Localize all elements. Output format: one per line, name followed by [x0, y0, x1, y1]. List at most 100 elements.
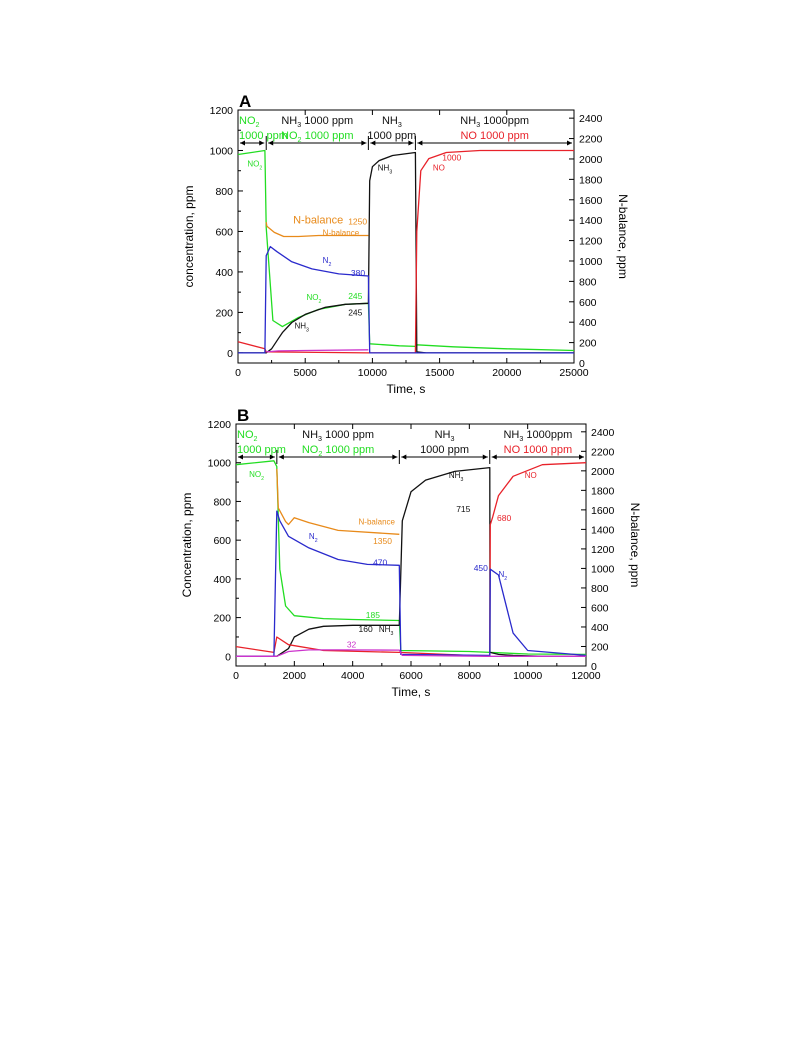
phase-arrowhead-left: [401, 454, 407, 460]
annotation-nh: NH3: [449, 471, 464, 483]
series-line-n-balance: [265, 222, 369, 238]
phase-arrowhead-left: [417, 140, 423, 146]
annotation-380-main: 380: [351, 268, 365, 278]
annotation-nh-sub: 3: [306, 328, 309, 334]
y2-tick-label-main: 2400: [591, 427, 615, 439]
phase-label-line2-main: 1000 ppm: [420, 444, 469, 456]
annotation-no-main: NO: [247, 160, 259, 169]
y2-tick-label: 1000: [579, 256, 603, 268]
annotation-n: N2: [309, 532, 318, 544]
annotation-245: 245: [348, 291, 362, 301]
phase-label-line1-sub: 3: [318, 435, 322, 443]
annotation-no: NO: [433, 164, 445, 173]
y-tick-label-main: 800: [215, 186, 233, 198]
y2-tick-label-main: 200: [579, 338, 597, 350]
y-tick-label: 0: [227, 348, 233, 360]
y2-tick-label: 2400: [579, 113, 603, 125]
annotation-no-main: NO: [307, 293, 319, 302]
y2-tick-label: 800: [579, 276, 597, 288]
y-axis-label: concentration, ppm: [182, 185, 196, 287]
annotation-1000: 1000: [442, 153, 461, 163]
series-line-no2: [235, 460, 587, 656]
annotation-no-sub: 2: [261, 476, 264, 482]
y2-tick-label: 1600: [591, 505, 615, 517]
y2-tick-label-main: 1400: [591, 524, 615, 536]
annotation-nh-sub: 3: [390, 631, 393, 637]
x-tick-label: 0: [235, 367, 241, 379]
phase-label-line1: NH3: [435, 429, 455, 443]
y2-tick-label-main: 2000: [591, 466, 615, 478]
annotation-32: 32: [347, 640, 357, 650]
x-tick-label: 0: [233, 670, 239, 682]
y-axis-label-main: concentration, ppm: [182, 185, 196, 287]
phase-label-line1-main: NH: [460, 115, 476, 127]
x-tick-label-main: 12000: [571, 670, 600, 682]
annotation-160-main: 160: [359, 624, 373, 634]
y2-tick-label: 1800: [591, 485, 615, 497]
y2-tick-label: 800: [591, 583, 609, 595]
y2-tick-label: 2000: [591, 466, 615, 478]
phase-arrowhead-right: [408, 140, 414, 146]
annotation-245-main: 245: [348, 291, 362, 301]
phase-label-line2-sub: 2: [318, 450, 322, 458]
phase-label-line2-main: NO 1000 ppm: [460, 130, 528, 142]
annotation-n-main: N: [499, 570, 505, 579]
annotation-450: 450: [474, 563, 488, 573]
phase-label-line1-main: NH: [435, 429, 451, 441]
annotation-nh: NH3: [294, 322, 309, 334]
phase-arrowhead-right: [392, 454, 398, 460]
annotation-1250: 1250: [348, 216, 367, 226]
y2-tick-label: 200: [579, 338, 597, 350]
y2-tick-label: 1000: [591, 563, 615, 575]
phase-label-line1-main: NH: [281, 115, 297, 127]
phase-label-line1: NH3: [382, 115, 402, 129]
phase-arrowhead-right: [361, 140, 367, 146]
annotation-32-main: 32: [347, 640, 357, 650]
y2-tick-label-main: 800: [591, 583, 609, 595]
annotation-nh-sub: 3: [460, 477, 463, 483]
series-line-n-balance: [276, 468, 400, 535]
y2-axis-label-main: N-balance, ppm: [616, 194, 630, 279]
y2-tick-label: 1400: [591, 524, 615, 536]
phase-label-line1-main: NO: [239, 115, 256, 127]
annotation-160: 160: [359, 624, 373, 634]
panel-a: 0 5000 10000 15000 20000 25000020040060080010…: [182, 92, 630, 396]
y-tick-label-main: 1000: [210, 145, 234, 157]
y2-tick-label: 2000: [579, 154, 603, 166]
x-axis-label-main: Time, s: [392, 685, 431, 699]
y2-tick-label-main: 2200: [591, 446, 615, 458]
phase-arrowhead-right: [579, 454, 584, 460]
y2-tick-label-main: 1800: [591, 485, 615, 497]
phase-label-line1-sub: 3: [476, 121, 480, 129]
panel-b: 0 2000 4000 6000 8000 10000 120000200400600800…: [180, 406, 642, 699]
phase-label-line2: 1000 ppm: [420, 444, 469, 456]
annotation-nbalance: N-balance: [323, 228, 360, 237]
y2-tick-label-main: 0: [579, 358, 585, 370]
x-axis-label: Time, s: [387, 382, 426, 396]
annotation-715-main: 715: [456, 504, 470, 514]
x-tick-label: 8000: [458, 670, 482, 682]
phase-label-line1-sub: 3: [398, 121, 402, 129]
annotation-1250-main: 1250: [348, 216, 367, 226]
phase-label-line2: 1000 ppm: [239, 130, 288, 142]
series-line-n2o: [266, 349, 369, 353]
y-tick-label-main: 600: [215, 226, 233, 238]
phase-label-line1-sub: 3: [519, 435, 523, 443]
annotation-nbalance-main: N-balance: [323, 228, 360, 237]
x-tick-label-main: 2000: [283, 670, 307, 682]
series-group: [237, 149, 575, 354]
annotation-no-main: NO: [433, 164, 445, 173]
y-tick-label-main: 400: [213, 574, 231, 586]
y2-tick-label-main: 2200: [579, 134, 603, 146]
series-line-no: [237, 149, 574, 354]
y-tick-label: 800: [213, 496, 231, 508]
y-tick-label: 800: [215, 186, 233, 198]
series-line-no2: [237, 149, 575, 352]
phase-label-line1-main: NH: [503, 429, 519, 441]
annotation-nh-main: NH: [379, 625, 391, 634]
x-tick-label-main: 10000: [513, 670, 542, 682]
y-tick-label-main: 200: [215, 307, 233, 319]
annotation-380: 380: [351, 268, 365, 278]
phase-arrowhead-right: [269, 454, 275, 460]
annotation-1350: 1350: [373, 536, 392, 546]
